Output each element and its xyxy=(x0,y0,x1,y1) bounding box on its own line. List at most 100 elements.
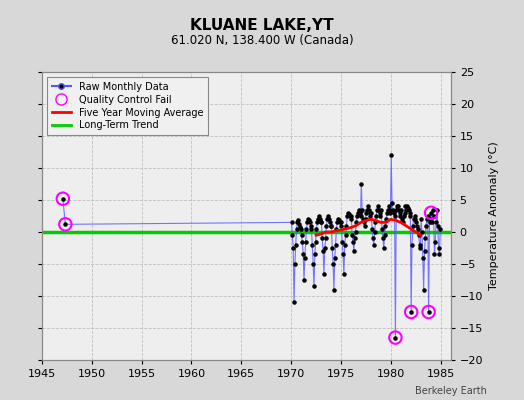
Point xyxy=(416,245,424,251)
Point xyxy=(287,219,296,226)
Point xyxy=(400,210,409,216)
Point xyxy=(315,213,323,219)
Point xyxy=(381,222,390,229)
Point xyxy=(368,226,376,232)
Point xyxy=(312,226,321,232)
Point xyxy=(364,203,372,210)
Point xyxy=(423,216,431,222)
Point xyxy=(320,270,328,277)
Point xyxy=(387,152,396,158)
Point xyxy=(388,200,396,206)
Point xyxy=(298,238,307,245)
Point xyxy=(430,251,439,258)
Point xyxy=(345,213,354,219)
Point xyxy=(425,216,434,222)
Point xyxy=(334,216,342,222)
Point xyxy=(357,181,366,187)
Point xyxy=(376,213,385,219)
Point xyxy=(305,219,314,226)
Point xyxy=(407,309,416,315)
Point xyxy=(292,226,301,232)
Point xyxy=(382,216,390,222)
Legend: Raw Monthly Data, Quality Control Fail, Five Year Moving Average, Long-Term Tren: Raw Monthly Data, Quality Control Fail, … xyxy=(47,77,208,135)
Point xyxy=(414,232,423,238)
Point xyxy=(366,213,375,219)
Point xyxy=(305,217,313,224)
Point xyxy=(335,219,344,226)
Point xyxy=(291,242,300,248)
Point xyxy=(321,235,330,242)
Point xyxy=(396,213,405,219)
Point xyxy=(345,211,353,217)
Point xyxy=(412,219,420,226)
Point xyxy=(420,248,429,254)
Point xyxy=(322,222,331,229)
Point xyxy=(424,309,433,315)
Point xyxy=(386,206,394,213)
Point xyxy=(431,238,440,245)
Point xyxy=(413,222,421,229)
Point xyxy=(434,245,443,251)
Point xyxy=(343,213,352,219)
Point xyxy=(331,242,340,248)
Point xyxy=(377,206,386,213)
Point xyxy=(288,232,297,238)
Point xyxy=(349,238,357,245)
Point xyxy=(378,226,386,232)
Point xyxy=(393,203,401,210)
Point xyxy=(395,206,403,213)
Point xyxy=(324,213,332,219)
Point xyxy=(359,219,368,226)
Point xyxy=(293,219,302,226)
Point xyxy=(61,221,70,228)
Point xyxy=(427,210,435,216)
Point xyxy=(433,222,442,229)
Point xyxy=(329,261,337,267)
Point xyxy=(375,206,383,213)
Point xyxy=(355,206,363,213)
Point xyxy=(369,235,377,242)
Point xyxy=(365,206,373,213)
Point xyxy=(397,206,406,213)
Point xyxy=(366,210,374,216)
Point xyxy=(291,261,299,267)
Point xyxy=(299,251,308,258)
Text: KLUANE LAKE,YT: KLUANE LAKE,YT xyxy=(190,18,334,33)
Point xyxy=(435,251,444,258)
Point xyxy=(315,216,324,222)
Point xyxy=(314,216,322,222)
Point xyxy=(370,229,379,235)
Point xyxy=(372,219,380,226)
Point xyxy=(417,216,425,222)
Point xyxy=(352,219,361,226)
Point xyxy=(308,242,316,248)
Point xyxy=(333,219,342,226)
Point xyxy=(391,334,400,341)
Point xyxy=(359,216,367,222)
Point xyxy=(410,213,419,219)
Point xyxy=(332,226,341,232)
Point xyxy=(338,238,346,245)
Point xyxy=(327,222,335,229)
Point xyxy=(421,235,430,242)
Point xyxy=(407,309,416,315)
Point xyxy=(411,216,420,222)
Point xyxy=(335,217,343,224)
Point xyxy=(356,213,365,219)
Point xyxy=(325,216,333,222)
Point xyxy=(386,210,395,216)
Point xyxy=(330,286,338,293)
Point xyxy=(325,219,334,226)
Point xyxy=(383,210,391,216)
Point xyxy=(379,235,387,242)
Point xyxy=(297,232,305,238)
Point xyxy=(342,222,351,229)
Point xyxy=(339,251,347,258)
Point xyxy=(367,210,376,216)
Point xyxy=(396,210,404,216)
Point xyxy=(429,213,438,219)
Point xyxy=(294,217,302,224)
Point xyxy=(429,206,437,213)
Point xyxy=(398,216,406,222)
Point xyxy=(318,235,326,242)
